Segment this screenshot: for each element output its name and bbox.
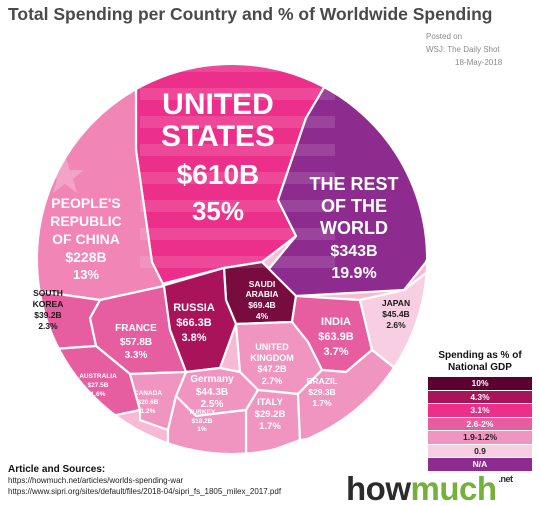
label-turkey-value-label: $18.2B: [192, 418, 213, 425]
label-united-kingdom-share-label: 2.7%: [262, 376, 283, 386]
label-italy-value-label: $29.2B: [255, 409, 286, 420]
label-people-s-republic-of-china-name-label: REPUBLIC: [50, 213, 122, 229]
us-stripe: [140, 64, 335, 72]
howmuch-logo: howmuch .net: [346, 470, 513, 506]
label-japan-name-label: JAPAN: [382, 298, 410, 308]
sources-heading: Article and Sources:: [8, 464, 106, 475]
legend-item-10: 10%: [428, 377, 532, 391]
label-the-rest-of-the-world-share-label: 19.9%: [331, 265, 376, 282]
label-united-kingdom-name-label: UNITED: [255, 342, 289, 352]
label-south-korea-name-label: SOUTH: [33, 288, 63, 298]
label-united-states-value-label: $610B: [177, 159, 260, 190]
label-brazil-value-label: $29.3B: [308, 387, 335, 397]
label-people-s-republic-of-china-name-label: PEOPLE'S: [51, 195, 120, 211]
label-saudi-arabia-value-label: $69.4B: [248, 300, 275, 310]
legend-item-2-6-2: 2.6-2%: [428, 417, 532, 431]
label-the-rest-of-the-world-value-label: $343B: [330, 243, 377, 260]
label-turkey-share-label: 1%: [197, 426, 207, 433]
label-the-rest-of-the-world-name-label: OF THE: [321, 196, 387, 216]
label-united-kingdom-value-label: $47.2B: [257, 364, 287, 374]
label-france-value-label: $57.8B: [120, 337, 152, 348]
label-france-name-label: FRANCE: [115, 323, 157, 334]
label-russia-value-label: $66.3B: [176, 317, 212, 329]
legend-item-3-1: 3.1%: [428, 404, 532, 418]
label-saudi-arabia-name-label: ARABIA: [245, 289, 278, 299]
label-japan-value-label: $45.4B: [382, 309, 409, 319]
label-india-share-label: 3.7%: [323, 346, 348, 358]
label-india-value-label: $63.9B: [318, 331, 354, 343]
label-russia-share-label: 3.8%: [181, 332, 206, 344]
cell-south-korea: [37, 258, 102, 352]
label-south-korea-value-label: $39.2B: [34, 310, 61, 320]
label-saudi-arabia-name-label: SAUDI: [249, 279, 275, 289]
label-germany-share-label: 2.5%: [201, 399, 224, 410]
label-canada-share-label: 1.2%: [141, 408, 156, 415]
source-link-article[interactable]: https://howmuch.net/articles/worlds-spen…: [8, 476, 184, 485]
legend-rows: 10% 4.3% 3.1% 2.6-2% 1.9-1.2% 0.9 N/A: [428, 377, 532, 472]
cell-turkey: [166, 394, 248, 454]
label-brazil-share-label: 1.7%: [312, 398, 332, 408]
logo-text-much: much: [410, 470, 497, 506]
chart-ring: [36, 63, 428, 455]
chart-title: Total Spending per Country and % of Worl…: [8, 4, 493, 24]
us-stripe: [140, 116, 335, 128]
label-germany-name-label: Germany: [190, 374, 234, 385]
label-people-s-republic-of-china-share-label: 13%: [73, 267, 99, 282]
label-australia-name-label: AUSTRALIA: [79, 373, 117, 380]
label-germany-value-label: $44.3B: [196, 387, 228, 398]
us-flag-stripes: [140, 64, 335, 268]
label-italy-share-label: 1.7%: [259, 421, 281, 432]
label-canada-name-label: CANADA: [134, 390, 162, 397]
us-stripe: [140, 200, 335, 212]
label-india-name-label: INDIA: [321, 316, 351, 328]
label-united-states-name-label: UNITED: [162, 88, 274, 121]
legend-item-n-a: N/A: [428, 458, 532, 472]
legend: Spending as % of National GDP 10% 4.3% 3.1…: [428, 350, 532, 472]
logo-text-how: how: [346, 470, 411, 506]
label-japan-share-label: 2.6%: [386, 320, 406, 330]
posted-date-label: 18-May-2018: [455, 58, 503, 67]
label-the-rest-of-the-world-name-label: THE REST: [309, 174, 398, 194]
source-link-sipri[interactable]: https://www.sipri.org/sites/default/file…: [8, 487, 282, 496]
legend-item-1-9-1-2: 1.9-1.2%: [428, 431, 532, 445]
us-stripe: [140, 144, 335, 156]
label-australia-value-label: $27.5B: [88, 382, 109, 389]
label-the-rest-of-the-world-name-label: WORLD: [320, 218, 388, 238]
label-france-share-label: 3.3%: [125, 350, 148, 361]
label-south-korea-name-label: KOREA: [33, 299, 64, 309]
label-canada-value-label: $20.6B: [138, 399, 159, 406]
posted-source-label: WSJ: The Daily Shot: [426, 45, 500, 54]
label-brazil-name-label: BRAZIL: [306, 376, 337, 386]
us-stripe: [140, 88, 335, 100]
label-united-kingdom-name-label: KINGDOM: [250, 353, 294, 363]
legend-title: Spending as % of National GDP: [438, 350, 522, 373]
us-stripe: [140, 256, 335, 268]
us-stripe: [140, 172, 335, 184]
label-russia-name-label: RUSSIA: [173, 302, 215, 314]
label-saudi-arabia-share-label: 4%: [256, 311, 269, 321]
legend-item-4-3: 4.3%: [428, 390, 532, 404]
us-stripe: [140, 228, 335, 240]
logo-text-tld: .net: [498, 474, 514, 484]
sources-block: Article and Sources: https://howmuch.net…: [8, 464, 368, 497]
label-united-states-share-label: 35%: [192, 196, 244, 226]
china-star-icon: [46, 156, 84, 193]
label-people-s-republic-of-china-value-label: $228B: [65, 249, 106, 265]
label-italy-name-label: ITALY: [257, 397, 284, 408]
label-australia-share-label: 1.6%: [91, 391, 106, 398]
label-south-korea-share-label: 2.3%: [38, 321, 58, 331]
posted-on-label: Posted on: [426, 32, 463, 41]
label-united-states-name-label: STATES: [161, 120, 275, 153]
label-people-s-republic-of-china-name-label: OF CHINA: [52, 231, 120, 247]
label-turkey-name-label: TURKEY: [189, 409, 216, 416]
legend-item-0-9: 0.9: [428, 444, 532, 458]
